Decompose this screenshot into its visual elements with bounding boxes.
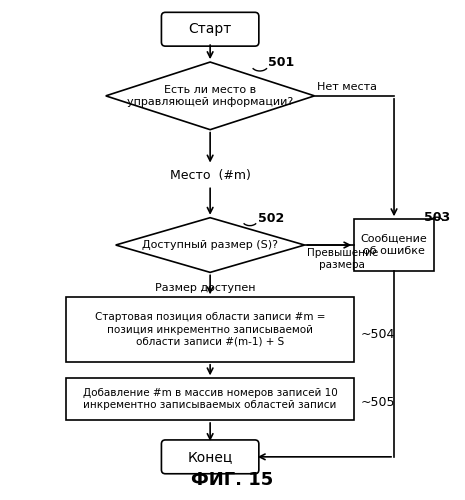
Text: ~505: ~505 [360, 396, 395, 408]
Bar [354, 219, 434, 271]
Text: 503: 503 [424, 211, 450, 224]
Bar [66, 378, 354, 420]
Text: Старт: Старт [188, 22, 232, 36]
FancyBboxPatch shape [161, 440, 259, 474]
Text: Нет места: Нет места [318, 82, 378, 92]
Text: ФИГ. 15: ФИГ. 15 [191, 470, 273, 488]
Text: Стартовая позиция области записи #m =
позиция инкрементно записываемой
области з: Стартовая позиция области записи #m = по… [95, 312, 326, 347]
Text: Добавление #m в массив номеров записей 10
инкрементно записываемых областей запи: Добавление #m в массив номеров записей 1… [83, 388, 338, 410]
Text: Сообщение
об ошибке: Сообщение об ошибке [361, 234, 427, 256]
Text: Конец: Конец [187, 450, 233, 464]
Text: Доступный размер (S)?: Доступный размер (S)? [142, 240, 278, 250]
Text: ~504: ~504 [360, 328, 395, 341]
Text: Есть ли место в
управляющей информации?: Есть ли место в управляющей информации? [127, 84, 293, 107]
Polygon shape [106, 62, 314, 130]
Text: 502: 502 [258, 212, 284, 224]
Text: Превышение
размера: Превышение размера [306, 248, 378, 270]
Text: 501: 501 [268, 56, 294, 69]
Bar [66, 297, 354, 362]
FancyBboxPatch shape [161, 12, 259, 46]
Text: Место  (#m): Место (#m) [170, 169, 251, 182]
Text: Размер доступен: Размер доступен [155, 284, 255, 294]
Polygon shape [116, 218, 305, 272]
